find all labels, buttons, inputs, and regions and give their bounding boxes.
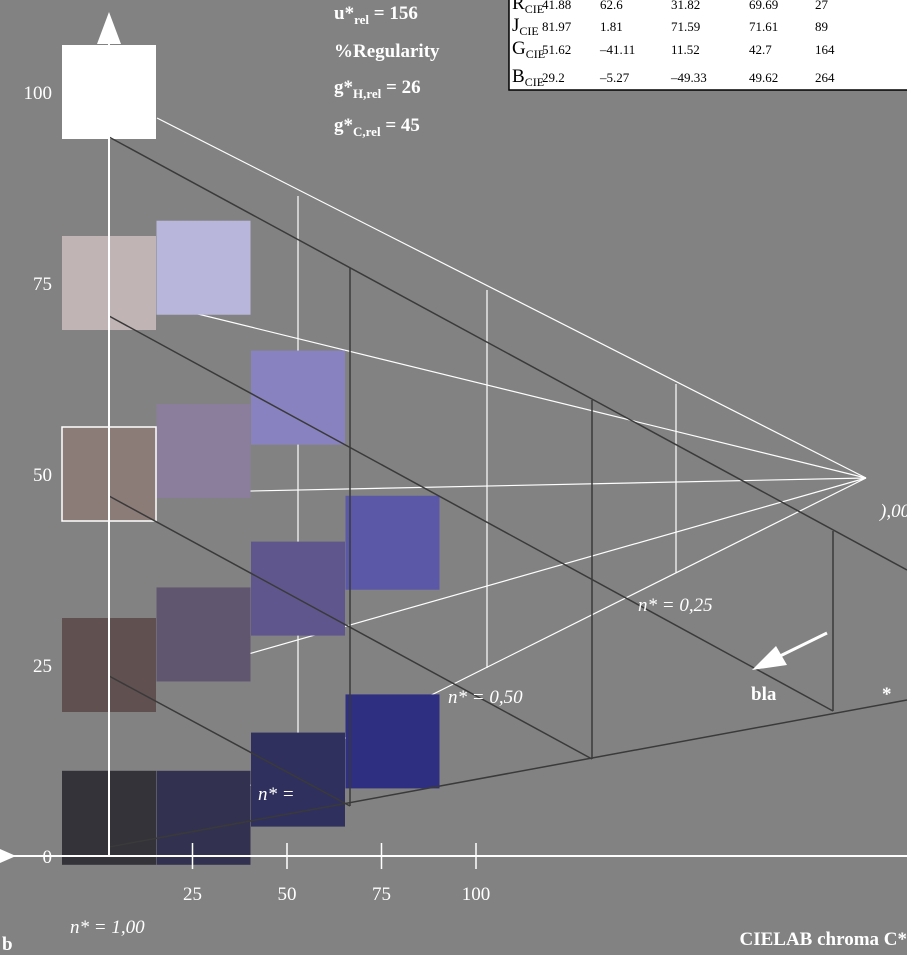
construction-line-0 — [109, 137, 907, 570]
y-tick-label-75: 75 — [33, 274, 52, 295]
table-row-2-h: 164 — [815, 42, 835, 57]
table-row-1-b: 71.59 — [671, 19, 700, 34]
y-tick-label-25: 25 — [33, 656, 52, 677]
table-row-2-L: 51.62 — [542, 42, 571, 57]
table-row-0-h: 27 — [815, 0, 829, 12]
swatch-layer — [62, 45, 440, 865]
x-axis-title: CIELAB chroma C* — [740, 929, 907, 950]
n-label-000: ),00 — [879, 501, 907, 522]
swatch-point-2-2 — [251, 351, 345, 445]
y-tick-label-0: 0 — [43, 847, 53, 868]
n-label-075: n* = — [258, 784, 295, 805]
swatch-point-3-1 — [346, 496, 440, 590]
black-point-label: bla — [751, 684, 777, 705]
y-tick-label-50: 50 — [33, 465, 52, 486]
table-row-3-a: –5.27 — [599, 70, 630, 85]
header-line-regularity: %Regularity — [334, 41, 440, 62]
black-point-star: * — [882, 684, 892, 705]
table-row-3-b: –49.33 — [670, 70, 707, 85]
table-row-2-b: 11.52 — [671, 42, 700, 57]
table-row-3-C: 49.62 — [749, 70, 778, 85]
black-point-arrow-shaft — [778, 633, 827, 657]
corner-label: b — [2, 934, 13, 955]
table-row-1-h: 89 — [815, 19, 828, 34]
table-row-0-a: 62.6 — [600, 0, 623, 12]
table-row-1-L: 81.97 — [542, 19, 572, 34]
swatch-point-1-1 — [157, 587, 251, 681]
table-row-0-L: 41.88 — [542, 0, 571, 12]
table-row-1-C: 71.61 — [749, 19, 778, 34]
table-row-3-h: 264 — [815, 70, 835, 85]
swatch-point-1-0 — [157, 771, 251, 865]
header-line-u: u*rel = 156 — [334, 3, 418, 27]
table-row-2-C: 42.7 — [749, 42, 772, 57]
x-tick-label-100: 100 — [462, 884, 491, 905]
table-row-1-a: 1.81 — [600, 19, 623, 34]
table-row-0-C: 69.69 — [749, 0, 778, 12]
y-axis-arrowhead — [97, 12, 121, 44]
x-axis-arrowhead — [0, 849, 16, 863]
black-point-arrowhead — [752, 646, 787, 670]
table-row-0-b: 31.82 — [671, 0, 700, 12]
table-row-3-L: 29.2 — [542, 70, 565, 85]
grid-layer — [157, 118, 866, 832]
table-row-0-name: RCIE — [512, 0, 544, 16]
x-tick-label-75: 75 — [372, 884, 391, 905]
swatch-point-3-0 — [346, 694, 440, 788]
n-label-050: n* = 0,50 — [448, 687, 523, 708]
header-line-gc: g*C,rel = 45 — [334, 115, 420, 139]
x-tick-label-50: 50 — [278, 884, 297, 905]
swatch-point-1-2 — [157, 404, 251, 498]
swatch-point-1-3 — [157, 221, 251, 315]
header-line-gh: g*H,rel = 26 — [334, 77, 421, 101]
table-row-2-a: –41.11 — [599, 42, 635, 57]
y-tick-label-100: 100 — [24, 83, 53, 104]
swatch-point-2-1 — [251, 542, 345, 636]
n-label-025: n* = 0,25 — [638, 595, 713, 616]
n-label-100: n* = 1,00 — [70, 917, 145, 938]
x-tick-label-25: 25 — [183, 884, 202, 905]
